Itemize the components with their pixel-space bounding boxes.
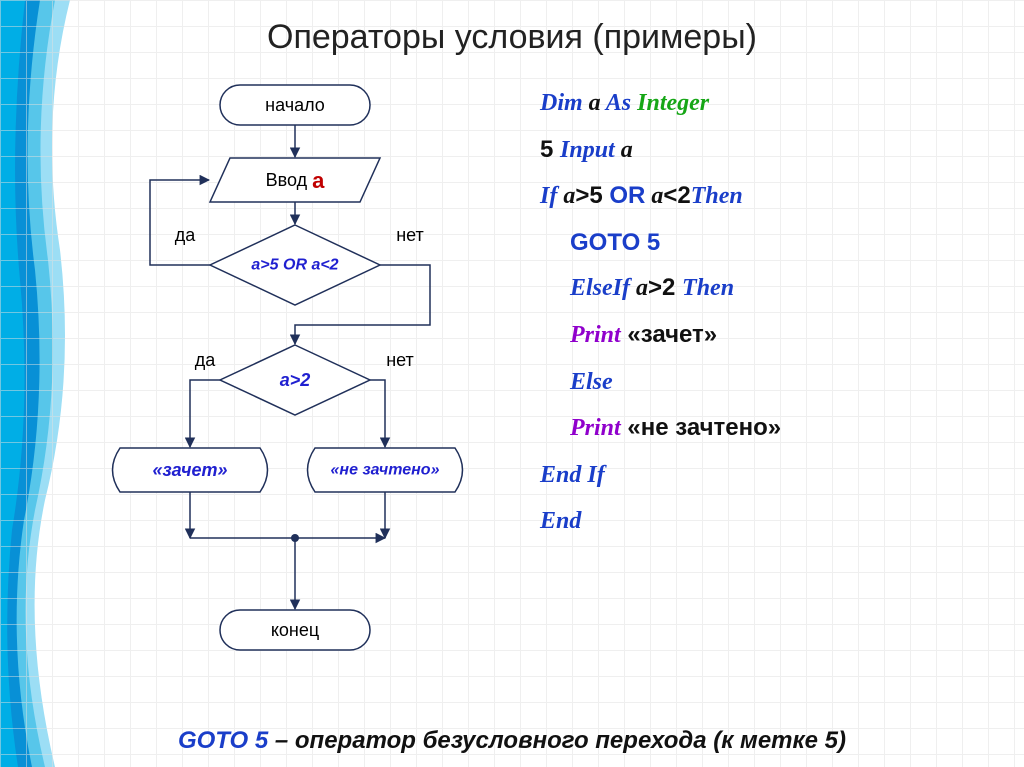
code-block: Dim a As Integer 5 Input aIf a>5 OR a<2T… [540, 80, 1000, 545]
code-token: «не зачтено» [621, 414, 781, 441]
text-start: начало [265, 95, 325, 115]
code-token: Dim [540, 90, 583, 116]
code-token: End [540, 508, 581, 534]
label-yes-2: да [195, 350, 217, 370]
flowchart: да нет да нет начало Ввод а a>5 OR a<2 a… [90, 75, 480, 695]
code-token: Integer [637, 90, 709, 116]
code-token: End If [540, 462, 605, 488]
code-token: «зачет» [621, 321, 717, 348]
text-out-pass: «зачет» [152, 460, 227, 480]
code-token: As [606, 90, 631, 116]
text-dec1: a>5 OR a<2 [251, 257, 338, 274]
code-token: >5 [575, 182, 609, 209]
page-title: Операторы условия (примеры) [0, 18, 1024, 57]
footer-goto: GOTO 5 [178, 727, 268, 754]
code-token: ElseIf [540, 266, 630, 312]
code-line: GOTO 5 [540, 220, 1000, 266]
code-token: >2 [648, 274, 682, 301]
code-line: End [540, 498, 1000, 545]
code-token: a [583, 90, 606, 116]
code-line: Else [540, 359, 1000, 406]
code-token: a [615, 137, 633, 163]
code-token: a [557, 183, 575, 209]
label-no-1: нет [396, 225, 424, 245]
text-dec2: a>2 [280, 370, 311, 390]
code-token: OR [609, 182, 645, 209]
code-token: Print [540, 406, 621, 452]
label-yes-1: да [175, 225, 197, 245]
code-line: 5 Input a [540, 127, 1000, 174]
footer-rest: – оператор безусловного перехода (к метк… [268, 727, 846, 754]
code-token: Then [691, 183, 743, 209]
code-token: a [645, 183, 663, 209]
code-token: Then [682, 275, 734, 301]
code-token: a [630, 275, 648, 301]
code-token: If [540, 183, 557, 209]
footer-note: GOTO 5 – оператор безусловного перехода … [0, 727, 1024, 755]
label-no-2: нет [386, 350, 414, 370]
text-out-fail: «не зачтено» [331, 462, 440, 479]
text-end: конец [271, 620, 319, 640]
code-token: Input [560, 137, 615, 163]
code-line: Dim a As Integer [540, 80, 1000, 127]
code-line: If a>5 OR a<2Then [540, 173, 1000, 220]
code-line: End If [540, 452, 1000, 499]
code-token: Else [540, 360, 613, 406]
code-line: Print «не зачтено» [540, 405, 1000, 452]
code-token: 5 [540, 136, 560, 163]
code-token: GOTO 5 [540, 220, 660, 266]
code-line: ElseIf a>2 Then [540, 265, 1000, 312]
code-token: Print [540, 313, 621, 359]
text-input: Ввод а [266, 168, 326, 193]
code-line: Print «зачет» [540, 312, 1000, 359]
code-token: <2 [663, 182, 690, 209]
